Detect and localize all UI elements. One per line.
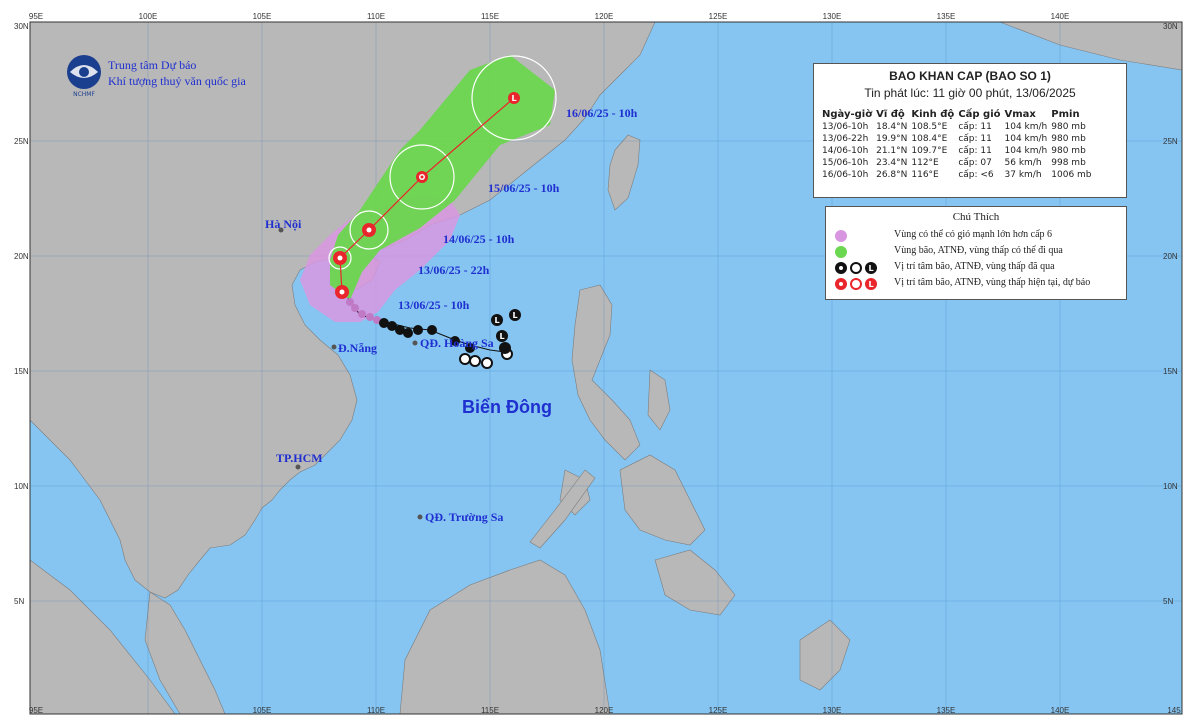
svg-text:L: L [868,264,873,273]
svg-text:100E: 100E [139,12,158,21]
label-ha-noi: Hà Nội [265,217,302,231]
svg-text:135E: 135E [937,12,956,21]
legend-item-past-positions: L Vị trí tâm bão, ATNĐ, vùng thấp đã qua [834,261,1124,275]
svg-text:130E: 130E [823,706,842,715]
legend-item-storm-zone: Vùng bão, ATNĐ, vùng thấp có thể đi qua [834,245,1124,259]
svg-text:L: L [499,332,504,341]
svg-text:105E: 105E [253,12,272,21]
forecast-label-3: 14/06/25 - 10h [443,232,515,246]
storm-symbols: L [333,92,520,299]
svg-text:L: L [512,311,517,320]
map-frame [29,21,1183,715]
bulletin-box: BAO KHAN CAP (BAO SO 1) Tin phát lúc: 11… [813,63,1127,198]
table-header-row: Ngày-giờ Vĩ độ Kinh độ Cấp gió Vmax Pmin [820,108,1094,121]
axis-right: 30N 25N 20N 15N 10N 5N [1163,22,1178,606]
col-header: Cấp gió [958,109,1001,120]
label-tphcm: TP.HCM [276,451,323,465]
svg-text:95E: 95E [29,12,43,21]
svg-text:120E: 120E [595,12,614,21]
purple-circle-icon [835,230,847,242]
table-row: 14/06-10h 21.1°N 109.7°E cấp: 11 104 km/h 980… [822,146,1086,156]
table-row: 16/06-10h 26.8°N 116°E cấp: <6 37 km/h 1006 m… [822,170,1092,180]
svg-text:115E: 115E [481,12,499,21]
label-bien-dong: Biển Đông [462,397,552,417]
svg-text:10N: 10N [14,482,29,491]
bulletin-issued: Tin phát lúc: 11 giờ 00 phút, 13/06/2025 [864,86,1076,100]
svg-text:140E: 140E [1051,12,1070,21]
label-truong-sa: QĐ. Trường Sa [425,510,503,524]
legend-item-wind-zone: Vùng có thể có gió mạnh lớn hơn cấp 6 [834,229,1124,243]
forecast-label-1: 13/06/25 - 10h [398,298,470,312]
svg-text:135E: 135E [937,706,956,715]
org-name-line2: Khí tượng thuỷ văn quốc gia [108,74,246,88]
table-row: 13/06-10h 18.4°N 108.5°E cấp: 11 104 km/h 980… [822,122,1086,132]
svg-text:L: L [494,316,499,325]
graticule [30,22,1182,714]
forecast-table: Ngày-giờ Vĩ độ Kinh độ Cấp gió Vmax Pmin… [820,108,1094,181]
past-track: LLL [346,297,521,369]
label-da-nang: Đ.Nẵng [338,341,377,355]
axis-top: 95E 100E 105E 110E 115E 120E 125E 130E 1… [29,12,1069,21]
forecast-label-5: 16/06/25 - 10h [566,106,638,120]
past-storm-icons: L [835,262,877,274]
svg-text:20N: 20N [14,252,29,261]
svg-text:140E: 140E [1051,706,1070,715]
col-header: Vmax [1004,109,1036,120]
svg-text:105E: 105E [253,706,272,715]
low-icon-f5 [508,92,520,104]
svg-text:15N: 15N [1163,367,1178,376]
nchmf-logo: NCHMF [67,55,101,98]
svg-text:125E: 125E [709,706,728,715]
axis-bottom: 95E 105E 110E 115E 120E 125E 130E 135E 1… [29,706,1181,715]
svg-text:L: L [868,280,873,289]
svg-text:30N: 30N [1163,22,1178,31]
svg-text:115E: 115E [481,706,499,715]
forecast-label-4: 15/06/25 - 10h [488,181,560,195]
svg-text:10N: 10N [1163,482,1178,491]
svg-text:120E: 120E [595,706,614,715]
svg-text:125E: 125E [709,12,728,21]
svg-text:5N: 5N [14,597,24,606]
org-name-line1: Trung tâm Dự báo [108,58,197,72]
svg-text:15N: 15N [14,367,29,376]
forecast-storm-icons: L [835,278,877,290]
svg-text:145: 145 [1167,706,1181,715]
table-row: 13/06-22h 19.9°N 108.4°E cấp: 11 104 km/h 980… [822,134,1086,144]
label-hoang-sa: QĐ. Hoàng Sa [420,336,494,350]
svg-text:NCHMF: NCHMF [73,91,95,98]
col-header: Pmin [1051,109,1080,120]
forecast-label-2: 13/06/25 - 22h [418,263,490,277]
svg-text:95E: 95E [29,706,43,715]
forecast-circles [328,55,557,270]
legend-item-current-forecast: L Vị trí tâm bão, ATNĐ, vùng thấp hiện t… [834,277,1124,291]
table-row: 15/06-10h 23.4°N 112°E cấp: 07 56 km/h 998 mb [822,158,1086,168]
svg-text:30N: 30N [14,22,29,31]
svg-text:L: L [511,94,516,103]
svg-text:110E: 110E [367,12,385,21]
axis-left: 30N 25N 20N 15N 10N 5N [14,22,29,606]
land [29,21,1183,715]
city-markers [278,227,423,520]
legend-title: Chú Thích [952,211,1000,223]
svg-text:5N: 5N [1163,597,1173,606]
svg-text:110E: 110E [367,706,385,715]
svg-text:25N: 25N [14,137,29,146]
col-header: Vĩ độ [876,109,905,120]
legend-box: Chú Thích Vùng có thể có gió mạnh lớn hơ… [825,206,1127,300]
svg-text:25N: 25N [1163,137,1178,146]
svg-text:130E: 130E [823,12,842,21]
svg-text:20N: 20N [1163,252,1178,261]
bulletin-title: BAO KHAN CAP (BAO SO 1) [889,69,1051,83]
col-header: Kinh độ [911,109,955,120]
green-circle-icon [835,246,847,258]
col-header: Ngày-giờ [822,109,873,120]
